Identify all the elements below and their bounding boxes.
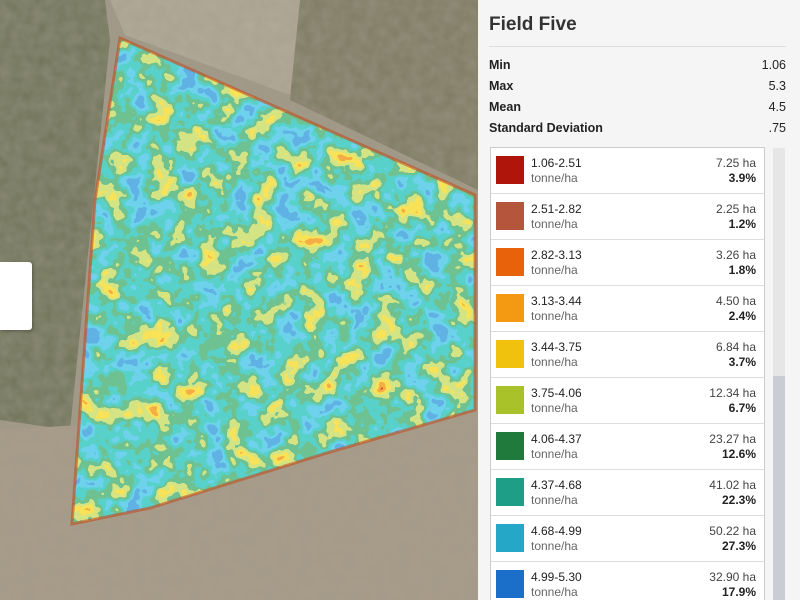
- legend-row[interactable]: 3.44-3.75 tonne/ha 6.84 ha 3.7%: [491, 332, 764, 378]
- legend-row[interactable]: 4.06-4.37 tonne/ha 23.27 ha 12.6%: [491, 424, 764, 470]
- panel-title: Field Five: [489, 14, 577, 35]
- color-swatch: [496, 248, 524, 276]
- stats: Min 1.06 Max 5.3 Mean 4.5 Standard Deviation .7…: [489, 58, 786, 142]
- legend-row[interactable]: 4.68-4.99 tonne/ha 50.22 ha 27.3%: [491, 516, 764, 562]
- legend-row[interactable]: 3.13-3.44 tonne/ha 4.50 ha 2.4%: [491, 286, 764, 332]
- scrollbar[interactable]: [773, 148, 785, 600]
- divider: [489, 46, 786, 47]
- map: [0, 0, 478, 600]
- color-swatch: [496, 432, 524, 460]
- share-label: 12.6%: [721, 447, 756, 461]
- area-label: 32.90 ha: [709, 570, 756, 584]
- color-swatch: [496, 202, 524, 230]
- color-swatch: [496, 156, 524, 184]
- side-panel: Field Five Min 1.06 Max 5.3 Mean 4.5 Standard …: [478, 0, 800, 600]
- unit-label: tonne/ha: [531, 217, 578, 231]
- field-border: [70, 35, 477, 526]
- stat-row: Min 1.06: [489, 58, 786, 79]
- share-label: 3.7%: [728, 355, 756, 369]
- share-label: 3.9%: [728, 171, 756, 185]
- area-label: 3.26 ha: [715, 248, 756, 262]
- color-swatch: [496, 478, 524, 506]
- range-label: 4.37-4.68: [531, 478, 582, 492]
- scroll-thumb[interactable]: [773, 376, 785, 600]
- unit-label: tonne/ha: [531, 263, 578, 277]
- unit-label: tonne/ha: [531, 171, 578, 185]
- range-label: 2.82-3.13: [531, 248, 582, 262]
- legend-row[interactable]: 4.99-5.30 tonne/ha 32.90 ha 17.9%: [491, 562, 764, 600]
- legend-row[interactable]: 1.06-2.51 tonne/ha 7.25 ha 3.9%: [491, 148, 764, 194]
- share-label: 27.3%: [721, 539, 756, 553]
- range-label: 3.13-3.44: [531, 294, 582, 308]
- stat-label: Max: [489, 79, 514, 93]
- range-label: 4.99-5.30: [531, 570, 582, 584]
- area-label: 50.22 ha: [709, 524, 756, 538]
- stat-value: 4.5: [768, 100, 786, 114]
- range-label: 4.06-4.37: [531, 432, 582, 446]
- stat-row: Max 5.3: [489, 79, 786, 100]
- area-label: 12.34 ha: [709, 386, 756, 400]
- color-swatch: [496, 570, 524, 598]
- stat-label: Min: [489, 58, 511, 72]
- area-label: 6.84 ha: [715, 340, 756, 354]
- range-label: 3.75-4.06: [531, 386, 582, 400]
- stat-label: Mean: [489, 100, 521, 114]
- unit-label: tonne/ha: [531, 539, 578, 553]
- legend-row[interactable]: 3.75-4.06 tonne/ha 12.34 ha 6.7%: [491, 378, 764, 424]
- legend: 1.06-2.51 tonne/ha 7.25 ha 3.9% 2.51-2.82 ton…: [490, 147, 765, 600]
- stat-value: 1.06: [761, 58, 786, 72]
- area-label: 41.02 ha: [709, 478, 756, 492]
- area-label: 4.50 ha: [715, 294, 756, 308]
- range-label: 3.44-3.75: [531, 340, 582, 354]
- color-swatch: [496, 294, 524, 322]
- share-label: 1.8%: [728, 263, 756, 277]
- share-label: 1.2%: [728, 217, 756, 231]
- area-label: 7.25 ha: [715, 156, 756, 170]
- unit-label: tonne/ha: [531, 585, 578, 599]
- share-label: 2.4%: [728, 309, 756, 323]
- share-label: 22.3%: [721, 493, 756, 507]
- unit-label: tonne/ha: [531, 309, 578, 323]
- stat-row: Mean 4.5: [489, 100, 786, 121]
- unit-label: tonne/ha: [531, 401, 578, 415]
- stat-label: Standard Deviation: [489, 121, 603, 135]
- color-swatch: [496, 386, 524, 414]
- area-label: 2.25 ha: [715, 202, 756, 216]
- color-swatch: [496, 524, 524, 552]
- stat-value: 5.3: [768, 79, 786, 93]
- range-label: 4.68-4.99: [531, 524, 582, 538]
- stat-row: Standard Deviation .75: [489, 121, 786, 142]
- unit-label: tonne/ha: [531, 447, 578, 461]
- share-label: 17.9%: [721, 585, 756, 599]
- legend-row[interactable]: 2.51-2.82 tonne/ha 2.25 ha 1.2%: [491, 194, 764, 240]
- stat-value: .75: [768, 121, 786, 135]
- range-label: 1.06-2.51: [531, 156, 582, 170]
- range-label: 2.51-2.82: [531, 202, 582, 216]
- unit-label: tonne/ha: [531, 355, 578, 369]
- area-label: 23.27 ha: [709, 432, 756, 446]
- share-label: 6.7%: [728, 401, 756, 415]
- legend-row[interactable]: 2.82-3.13 tonne/ha 3.26 ha 1.8%: [491, 240, 764, 286]
- color-swatch: [496, 340, 524, 368]
- unit-label: tonne/ha: [531, 493, 578, 507]
- collapse-handle[interactable]: [0, 262, 32, 330]
- legend-row[interactable]: 4.37-4.68 tonne/ha 41.02 ha 22.3%: [491, 470, 764, 516]
